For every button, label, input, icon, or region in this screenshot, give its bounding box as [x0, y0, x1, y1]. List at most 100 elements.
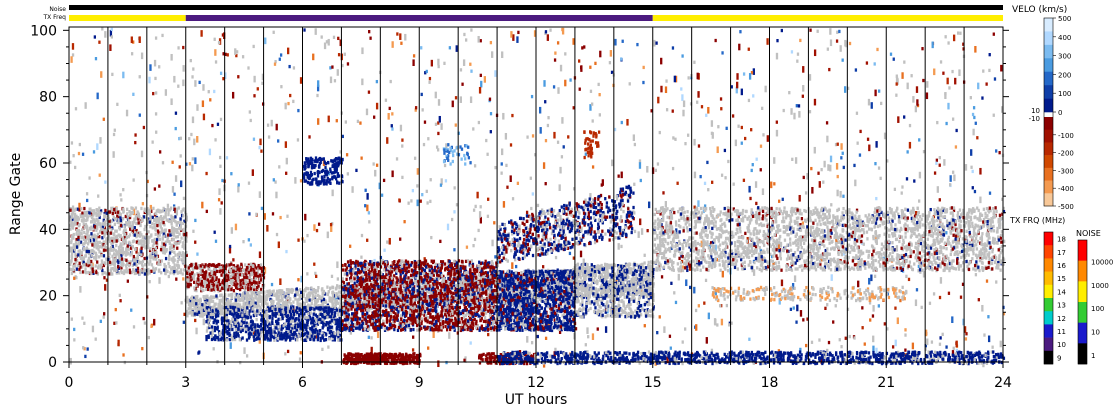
scatter-cell [875, 268, 879, 272]
scatter-cell [843, 267, 846, 271]
scatter-cell [279, 53, 283, 57]
scatter-cell [99, 319, 102, 324]
scatter-cell [778, 234, 782, 239]
scatter-cell [530, 94, 534, 99]
scatter-cell [143, 272, 147, 276]
scatter-cell [589, 193, 592, 200]
scatter-cell [954, 239, 958, 243]
scatter-cell [148, 235, 151, 239]
scatter-cell [747, 255, 751, 260]
scatter-cell [90, 209, 94, 213]
scatter-cell [816, 263, 819, 267]
scatter-cell [214, 138, 217, 142]
scatter-cell [96, 143, 99, 150]
scatter-cell [396, 32, 399, 36]
scatter-cell [722, 212, 725, 216]
scatter-cell [967, 213, 970, 218]
scatter-cell [102, 254, 106, 258]
scatter-cell [728, 258, 732, 263]
scatter-cell [689, 285, 692, 290]
scatter-cell [111, 208, 114, 212]
scatter-cell [172, 244, 175, 248]
scatter-cell [82, 346, 85, 350]
scatter-cell [695, 214, 698, 218]
scatter-cell [659, 251, 662, 256]
scatter-cell [823, 265, 827, 269]
scatter-cell [299, 179, 303, 183]
scatter-cell [636, 42, 639, 47]
scatter-cell [883, 232, 886, 236]
scatter-cell [221, 178, 224, 183]
scatter-cell [860, 258, 863, 262]
scatter-cell [793, 275, 797, 282]
scatter-cell [164, 242, 167, 247]
scatter-cell [985, 243, 989, 248]
scatter-cell [103, 276, 106, 280]
scatter-cell [86, 215, 89, 219]
scatter-cell [723, 221, 726, 225]
scatter-cell [222, 77, 225, 81]
scatter-cell [884, 260, 887, 268]
scatter-cell [72, 264, 75, 268]
scatter-cell [947, 226, 950, 230]
scatter-cell [840, 143, 843, 150]
scatter-cell [75, 258, 79, 263]
scatter-cell [156, 229, 160, 233]
scatter-cell [247, 66, 250, 70]
scatter-cell [787, 213, 791, 218]
scatter-cell [191, 157, 194, 161]
scatter-cell [728, 323, 731, 327]
scatter-cell [904, 207, 907, 211]
scatter-cell [826, 225, 829, 229]
scatter-cell [226, 53, 229, 57]
scatter-cell [909, 249, 912, 253]
scatter-cell [940, 246, 943, 250]
scatter-cell [902, 240, 905, 245]
scatter-cell [114, 229, 117, 233]
scatter-cell [84, 263, 88, 267]
scatter-cell [147, 335, 150, 340]
scatter-cell [119, 244, 122, 249]
scatter-cell [835, 242, 838, 246]
scatter-cell [716, 213, 720, 217]
scatter-cell [86, 198, 89, 203]
scatter-cell [758, 267, 761, 271]
scatter-cell [271, 212, 275, 216]
scatter-cell [76, 207, 79, 211]
scatter-cell [826, 264, 830, 268]
scatter-cell [165, 268, 168, 272]
scatter-cell [771, 221, 774, 225]
scatter-cell [910, 74, 913, 78]
scatter-cell [359, 121, 362, 125]
scatter-cell [785, 264, 788, 268]
scatter-cell [110, 241, 113, 246]
scatter-cell [194, 318, 197, 323]
scatter-cell [88, 238, 92, 243]
scatter-cell [693, 171, 697, 179]
scatter-cell [718, 213, 722, 217]
scatter-cell [489, 40, 493, 45]
scatter-cell [832, 320, 835, 324]
scatter-cell [194, 240, 197, 244]
scatter-cell [327, 38, 330, 46]
scatter-cell [155, 255, 159, 259]
scatter-cell [558, 330, 562, 335]
scatter-cell [784, 245, 787, 250]
scatter-cell [710, 235, 713, 239]
scatter-cell [653, 243, 657, 247]
scatter-cell [591, 333, 595, 340]
scatter-cell [719, 268, 722, 272]
scatter-cell [707, 260, 711, 265]
scatter-cell [158, 223, 162, 227]
scatter-cell [230, 172, 233, 176]
scatter-cell [895, 82, 898, 86]
scatter-cell [118, 212, 121, 217]
scatter-cell [366, 193, 369, 200]
scatter-cell [992, 238, 995, 243]
scatter-cell [599, 50, 602, 58]
scatter-cell [176, 221, 180, 225]
scatter-cell [75, 214, 78, 218]
scatter-cell [170, 214, 173, 218]
scatter-cell [93, 35, 97, 39]
scatter-cell [895, 248, 899, 252]
